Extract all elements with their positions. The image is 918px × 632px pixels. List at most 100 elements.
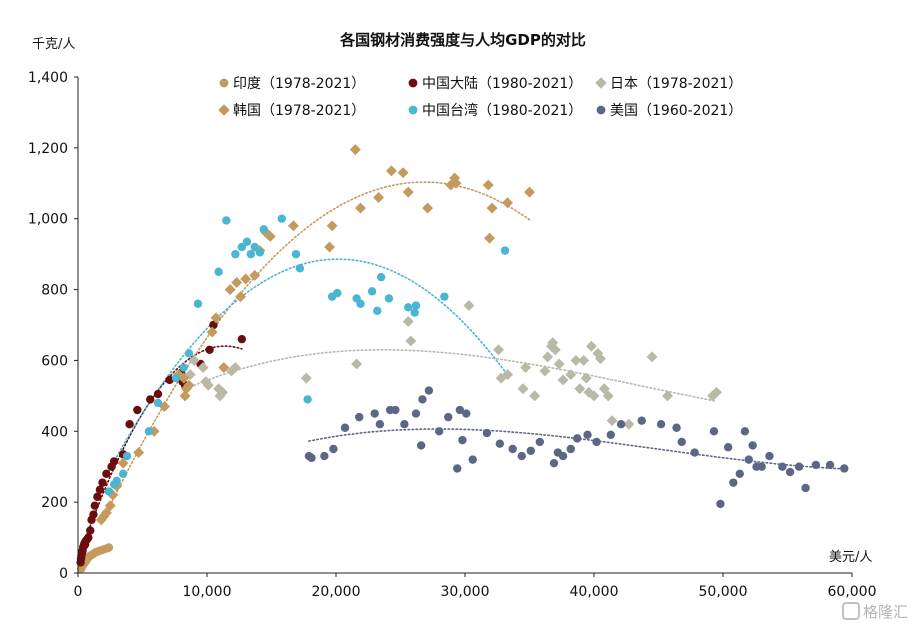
data-point (391, 405, 400, 415)
data-point (539, 365, 551, 377)
data-point-layer (76, 144, 849, 573)
data-point (102, 469, 111, 478)
data-point (183, 379, 195, 391)
data-point (133, 447, 145, 459)
data-point (205, 345, 214, 354)
data-point (397, 167, 409, 179)
data-point (598, 383, 610, 395)
data-point (583, 430, 592, 440)
data-point (585, 340, 597, 352)
data-point (178, 372, 190, 384)
series-points (76, 320, 247, 567)
data-point (402, 186, 414, 198)
x-tick-label: 30,000 (441, 584, 490, 600)
data-point (801, 483, 810, 493)
data-point (616, 420, 626, 429)
data-point (231, 277, 243, 288)
watermark-logo-icon (841, 602, 860, 620)
legend-item: 中国台湾（1980-2021） (408, 102, 582, 119)
data-point (300, 372, 312, 384)
legend-label: 中国台湾（1980-2021） (422, 102, 582, 119)
trendline-layer (79, 181, 846, 554)
data-point (486, 202, 498, 214)
data-point (723, 443, 733, 452)
data-point (112, 476, 121, 486)
data-point (89, 510, 98, 519)
data-point (411, 409, 421, 418)
legend-label: 美国（1960-2021） (610, 103, 742, 119)
y-tick-label: 1,000 (28, 212, 68, 228)
data-point (672, 423, 681, 432)
data-point (260, 227, 272, 239)
legend-item: 韩国（1978-2021） (218, 103, 365, 119)
data-point (405, 335, 417, 347)
data-point (578, 354, 590, 366)
data-point (351, 358, 363, 370)
data-point (375, 420, 385, 429)
data-point (367, 287, 377, 296)
data-point (524, 186, 535, 198)
x-tick-label: 20,000 (312, 584, 361, 600)
watermark: 格隆汇 (841, 601, 908, 622)
data-point (595, 77, 607, 89)
series-points (184, 300, 723, 430)
legend-label: 中国大陆（1980-2021） (422, 76, 582, 92)
data-point (500, 246, 510, 255)
data-point (118, 469, 128, 478)
data-point (410, 308, 419, 317)
data-point (179, 363, 188, 372)
data-point (495, 439, 505, 448)
data-point (482, 179, 494, 191)
data-point (153, 398, 163, 408)
data-point (400, 420, 409, 429)
trendline (189, 348, 718, 403)
y-tick-label: 400 (41, 424, 68, 440)
data-point (237, 242, 247, 252)
data-point (408, 78, 418, 88)
data-point (565, 369, 577, 381)
data-point (422, 202, 434, 214)
data-point (307, 453, 316, 463)
data-point (218, 104, 230, 116)
data-point (370, 409, 379, 418)
data-point (440, 292, 449, 301)
data-point (229, 362, 241, 373)
data-point (165, 375, 174, 385)
trendline (100, 181, 531, 525)
data-point (729, 478, 738, 487)
data-point (588, 390, 600, 402)
data-point (324, 241, 336, 253)
data-point (277, 214, 287, 223)
data-point (542, 351, 554, 363)
x-tick-label: 50,000 (699, 584, 748, 600)
data-point (231, 249, 240, 259)
data-point (303, 395, 312, 404)
data-point (173, 369, 185, 381)
data-point (740, 427, 750, 436)
data-point (526, 446, 535, 455)
data-point (291, 249, 301, 259)
data-point (376, 272, 386, 282)
data-point (217, 386, 228, 398)
data-point (547, 337, 559, 349)
data-point (386, 165, 397, 177)
data-point (811, 460, 821, 470)
y-tick-label: 1,200 (28, 141, 68, 157)
legend-item: 印度（1978-2021） (219, 76, 365, 92)
data-point (825, 460, 835, 470)
data-point (646, 351, 658, 363)
x-tick-label: 60,000 (828, 584, 877, 600)
data-point (502, 369, 514, 381)
data-point (553, 358, 565, 370)
data-point (794, 462, 804, 471)
data-point (98, 478, 107, 487)
data-point (237, 334, 247, 344)
data-point (153, 389, 163, 399)
data-point (218, 362, 230, 373)
data-point (373, 191, 385, 203)
data-point (250, 242, 259, 252)
data-point (520, 362, 532, 373)
data-point (574, 383, 586, 395)
data-point (122, 451, 132, 461)
data-point (458, 435, 467, 445)
